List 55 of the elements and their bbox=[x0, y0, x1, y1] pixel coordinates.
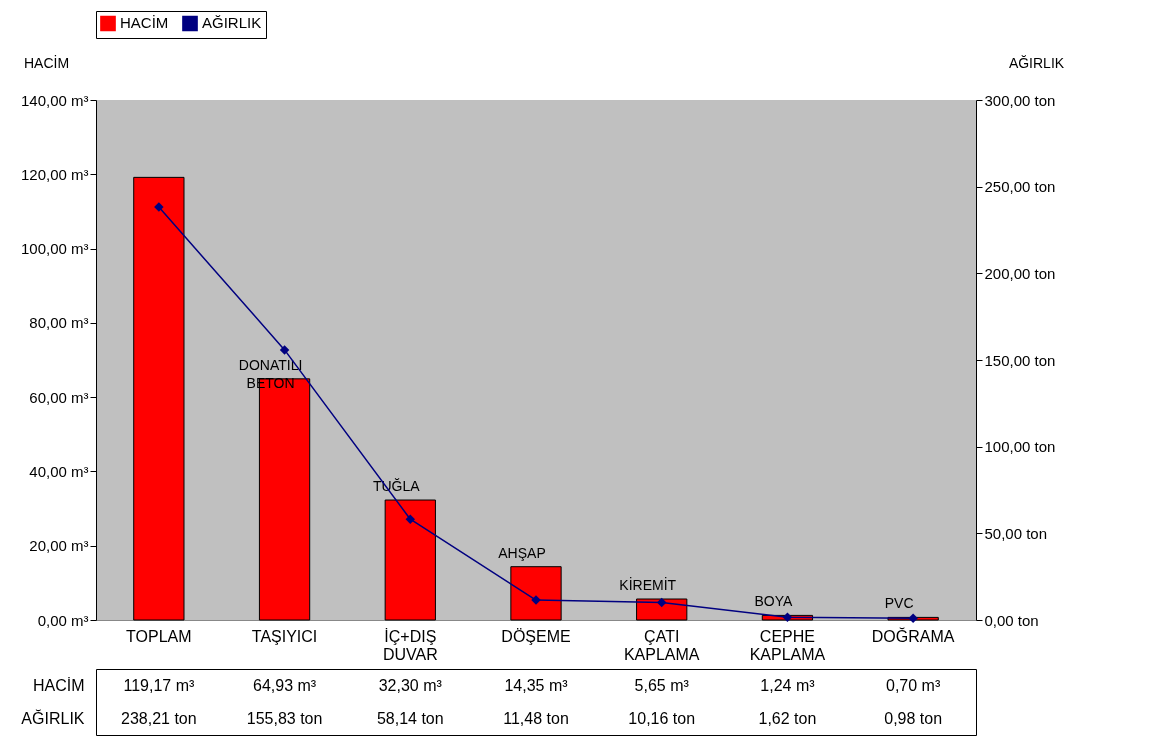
data-label: 0,98 ton bbox=[884, 709, 943, 727]
y2-tick-label: 200,00 ton bbox=[984, 264, 1056, 282]
y-tick-label: 40,00 m³ bbox=[29, 462, 89, 480]
text: HACİM bbox=[32, 677, 85, 694]
y-tick-label: 80,00 m³ bbox=[29, 314, 89, 332]
point bbox=[279, 345, 290, 355]
bar bbox=[133, 176, 185, 621]
y2-tick-label: 250,00 ton bbox=[984, 178, 1056, 196]
y-tick-label: 20,00 m³ bbox=[29, 537, 89, 555]
bar bbox=[510, 566, 562, 621]
data-label: 14,35 m³ bbox=[504, 676, 569, 694]
data-label: 119,17 m³ bbox=[123, 676, 195, 694]
point bbox=[908, 613, 918, 624]
point bbox=[656, 597, 667, 608]
data-label: 58,14 ton bbox=[376, 709, 444, 727]
y-tick-label: 0,00 m³ bbox=[37, 611, 89, 629]
text: AĞIRLIK bbox=[21, 710, 85, 727]
y2-tick-label: 0,00 ton bbox=[984, 611, 1039, 629]
x-tick-label: TAŞIYICI bbox=[251, 627, 318, 645]
y2-tick-label: 50,00 ton bbox=[984, 524, 1048, 542]
data-label: 11,48 ton bbox=[503, 709, 569, 727]
y2-tick-label: 150,00 ton bbox=[984, 351, 1056, 369]
point bbox=[405, 514, 416, 524]
point bbox=[154, 202, 164, 212]
y-tick-label: 60,00 m³ bbox=[29, 388, 89, 406]
data-label: 1,62 ton bbox=[758, 709, 817, 727]
y-axis-title: HACİM bbox=[23, 53, 70, 71]
y2-axis-title: AĞIRLIK bbox=[1008, 54, 1065, 71]
bar bbox=[384, 499, 436, 621]
annotation: BOYA bbox=[754, 593, 794, 610]
data-label: 0,70 m³ bbox=[886, 676, 941, 694]
legend-label: HACİM bbox=[120, 14, 169, 32]
data-label: 5,65 m³ bbox=[634, 676, 690, 694]
y-tick-label: 120,00 m³ bbox=[20, 165, 89, 183]
data-label: 32,30 m³ bbox=[378, 676, 443, 694]
data-label: 10,16 ton bbox=[628, 709, 696, 727]
data-label: 64,93 m³ bbox=[253, 676, 317, 694]
legend-label: AĞIRLIK bbox=[202, 14, 262, 32]
point bbox=[782, 612, 793, 622]
x-tick-label: CEPHE KAPLAMA bbox=[749, 627, 826, 663]
data-label: 238,21 ton bbox=[121, 709, 197, 727]
y2-tick-label: 300,00 ton bbox=[984, 91, 1056, 109]
y-tick-label: 140,00 m³ bbox=[20, 91, 89, 109]
data-label: 1,24 m³ bbox=[760, 676, 816, 694]
annotation: KİREMİT bbox=[619, 576, 677, 594]
x-tick-label: DOĞRAMA bbox=[871, 626, 955, 645]
annotation: AHŞAP bbox=[498, 544, 546, 561]
y2-tick-label: 100,00 ton bbox=[984, 438, 1056, 456]
annotation: PVC bbox=[884, 595, 914, 612]
x-tick-label: TOPLAM bbox=[126, 627, 192, 645]
data-label: 155,83 ton bbox=[246, 709, 323, 727]
x-tick-label: İÇ+DIŞ DUVAR bbox=[382, 626, 438, 663]
x-tick-label: ÇATI KAPLAMA bbox=[623, 627, 700, 663]
x-tick-label: DÖŞEME bbox=[501, 627, 571, 645]
y-tick-label: 100,00 m³ bbox=[20, 240, 89, 258]
